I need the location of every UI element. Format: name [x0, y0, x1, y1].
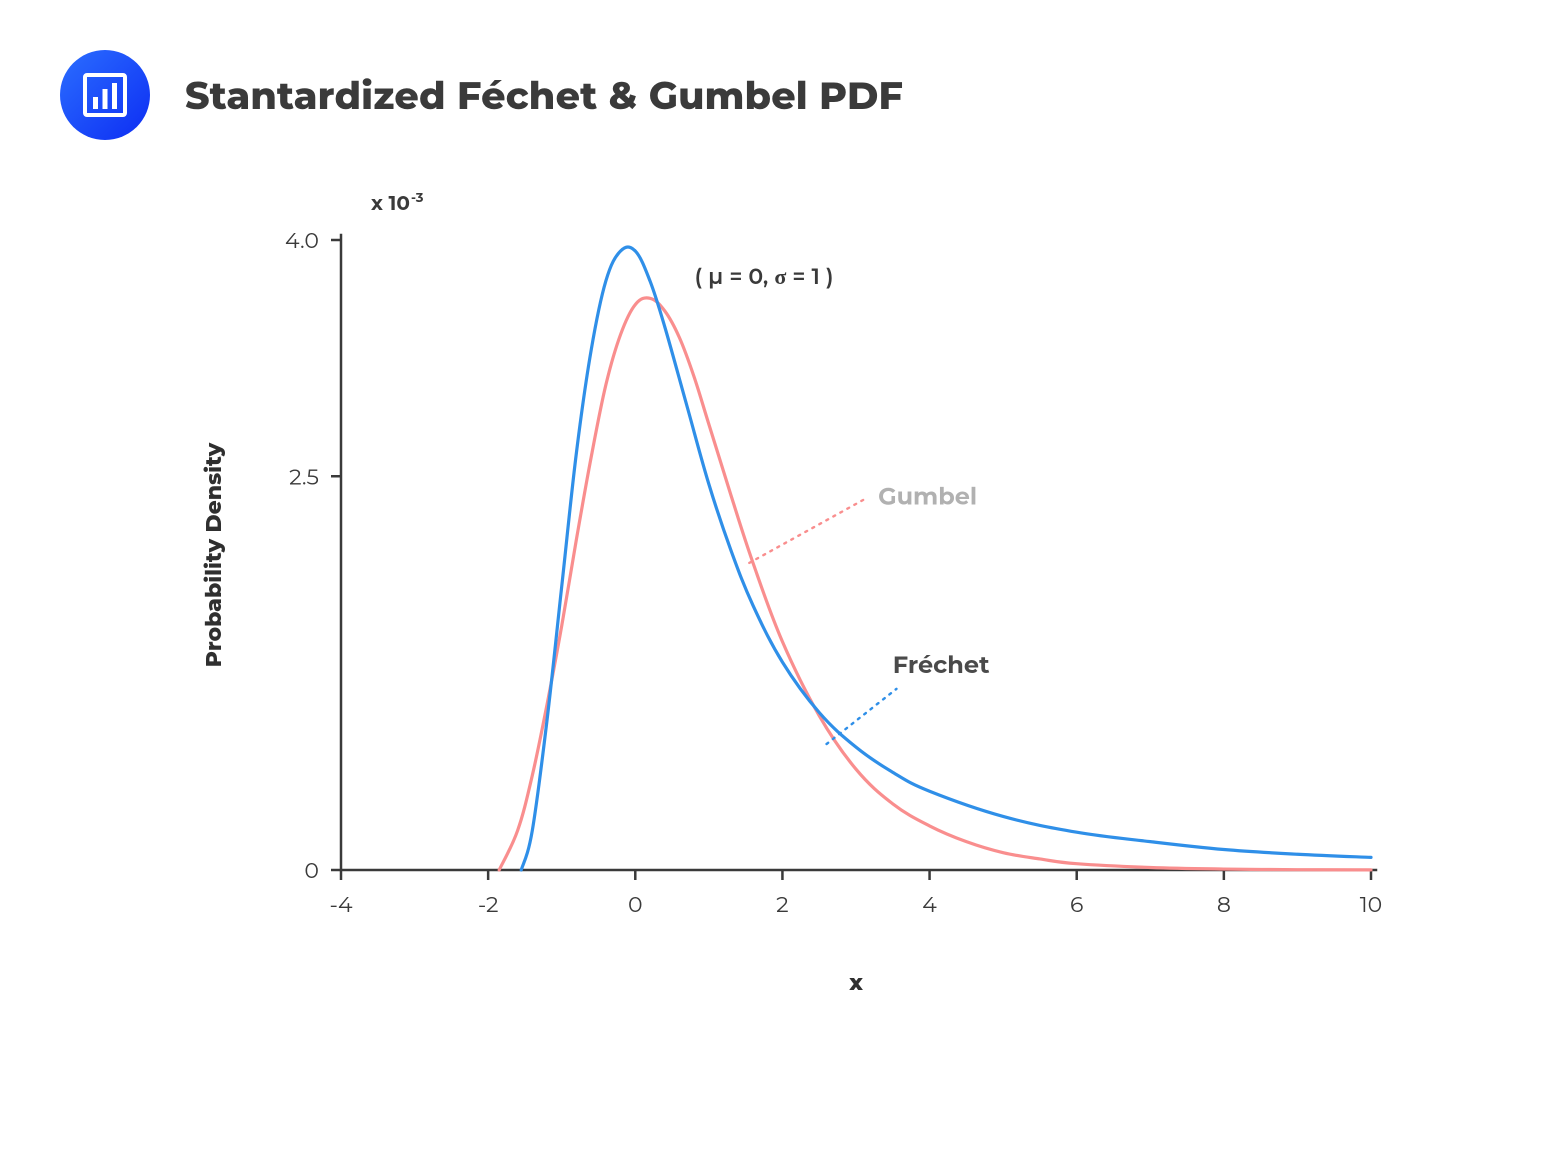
- axes: [341, 235, 1376, 870]
- chart-icon-badge: [60, 50, 150, 140]
- x-axis-title: x: [848, 969, 863, 996]
- x-tick-label: 2: [776, 891, 789, 918]
- series-frechet: [521, 247, 1371, 870]
- x-tick-label: 8: [1216, 891, 1230, 918]
- leader-line: [749, 500, 863, 563]
- bar-chart-icon: [81, 71, 129, 119]
- y-exponent-label: x 10-3: [371, 190, 424, 216]
- page-title: Stantardized Féchet & Gumbel PDF: [185, 72, 903, 119]
- x-tick-label: 0: [627, 891, 642, 918]
- x-tick-label: -4: [329, 891, 353, 918]
- x-tick-label: -2: [477, 891, 498, 918]
- leader-line: [826, 689, 896, 744]
- series-label-gumbel: Gumbel: [878, 483, 977, 512]
- page-root: Stantardized Féchet & Gumbel PDF 0 2.5 4.0…: [0, 0, 1561, 1169]
- y-tick-label: 4.0: [285, 227, 319, 254]
- pdf-chart: 0 2.5 4.0 -4 -2 0 2 4 6 8 10 x 10-3 Probability Dens…: [141, 170, 1421, 1050]
- series-label-frechet: Fréchet: [892, 651, 989, 680]
- x-tick-label: 4: [922, 891, 937, 918]
- y-tick-label: 2.5: [289, 463, 319, 490]
- header: Stantardized Féchet & Gumbel PDF: [60, 50, 1501, 140]
- chart-container: 0 2.5 4.0 -4 -2 0 2 4 6 8 10 x 10-3 Probability Dens…: [60, 170, 1501, 1050]
- y-tick-label: 0: [304, 857, 319, 884]
- x-tick-label: 10: [1359, 891, 1382, 918]
- y-axis-title: Probability Density: [200, 442, 227, 667]
- series-gumbel: [499, 298, 1371, 870]
- params-annotation: ( μ = 0, σ = 1 ): [694, 263, 833, 290]
- x-tick-label: 6: [1070, 891, 1083, 918]
